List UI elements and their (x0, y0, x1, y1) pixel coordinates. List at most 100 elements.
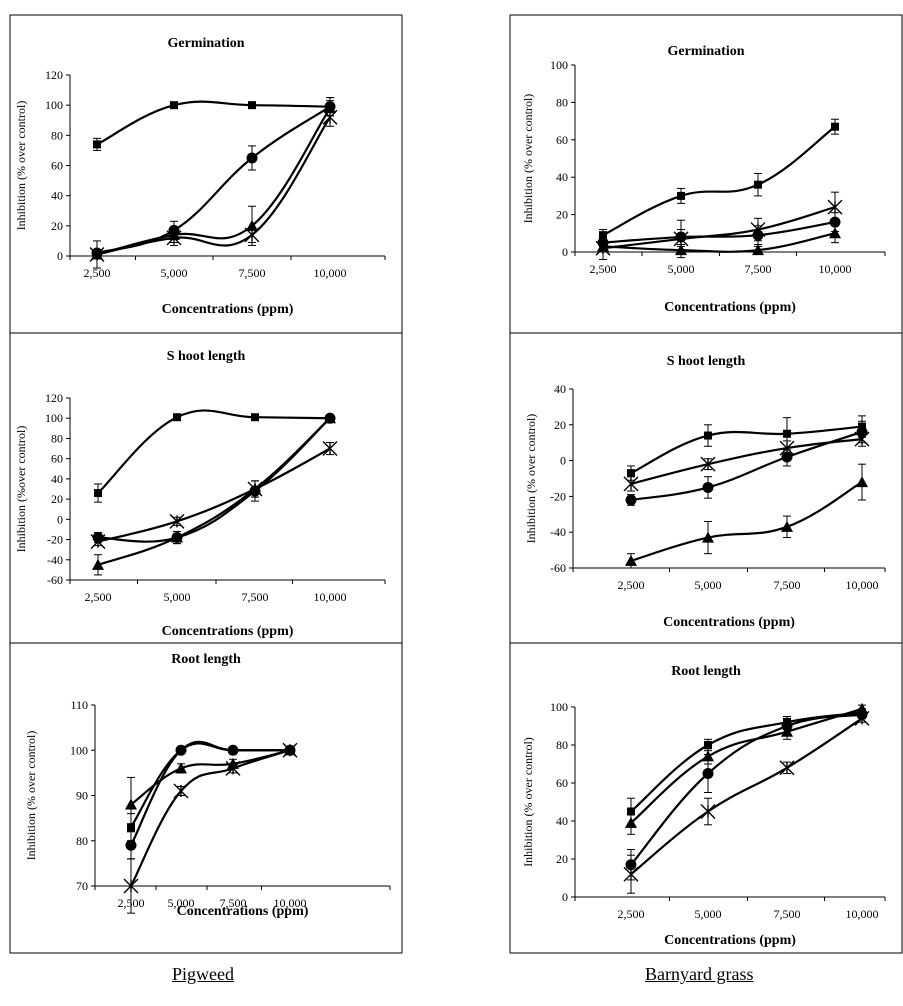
data-point-x (244, 227, 260, 243)
chart-panel-3: -60 -40 -20 0 20 40 60 80 100 120 2,500 5,000 7,500 1… (9, 332, 403, 644)
y-tick-label: 60 (51, 452, 63, 466)
y-tick-label: -40 (47, 553, 63, 567)
data-point-triangle (246, 219, 258, 231)
data-point-circle (702, 481, 714, 493)
data-point-square (170, 101, 178, 110)
panel-frame (509, 14, 903, 334)
data-point-circle (702, 768, 714, 779)
x-tick-label: 10,000 (819, 262, 852, 276)
y-tick-label: 100 (550, 700, 568, 714)
y-tick-label: 100 (70, 743, 88, 757)
data-point-x (700, 804, 716, 819)
x-tick-label: 2,500 (590, 262, 617, 276)
y-tick-label: 80 (556, 738, 568, 752)
data-point-triangle (702, 531, 714, 543)
data-point-square (783, 429, 791, 438)
series-line-x (630, 717, 863, 876)
x-tick-label: 2,500 (84, 266, 111, 280)
series-line-square (630, 425, 863, 475)
data-point-x (225, 760, 241, 776)
data-point-circle (125, 839, 137, 851)
data-point-triangle (175, 762, 187, 774)
panel-frame (9, 332, 403, 644)
data-point-square (599, 231, 607, 240)
data-point-x (779, 440, 795, 456)
data-point-x (322, 441, 338, 457)
data-point-triangle (125, 798, 137, 810)
data-point-square (704, 741, 712, 749)
x-tick-label: 7,500 (242, 590, 269, 604)
data-point-square (248, 101, 256, 110)
data-point-triangle (625, 816, 637, 828)
y-tick-label: 0 (562, 245, 568, 259)
data-point-circle (625, 494, 637, 506)
series-line-triangle (630, 481, 863, 562)
data-point-square (94, 489, 102, 498)
x-axis-title: Concentrations (ppm) (663, 615, 795, 630)
data-point-triangle (856, 476, 868, 488)
x-axis-title: Concentrations (ppm) (664, 300, 796, 315)
series-line-square (97, 409, 331, 494)
y-axis-title: Inhibition (% over control) (524, 414, 538, 544)
y-tick-label: 20 (556, 852, 568, 866)
series-x (623, 431, 870, 492)
data-point-triangle (829, 227, 841, 239)
x-tick-label: 5,000 (695, 578, 722, 592)
y-tick-label: 40 (556, 814, 568, 828)
x-axis-title: Concentrations (ppm) (162, 624, 294, 639)
pigweed-label: Pigweed (172, 964, 234, 984)
x-tick-label: 10,000 (846, 578, 879, 592)
series-line-circle (630, 713, 863, 866)
y-axis-title: Inhibition (% over control) (14, 101, 28, 231)
x-tick-label: 10,000 (314, 590, 347, 604)
series-x (595, 191, 843, 260)
y-tick-label: 60 (556, 133, 568, 147)
x-tick-label: 10,000 (274, 896, 307, 910)
data-point-x (169, 513, 185, 529)
y-tick-label: 80 (51, 128, 63, 142)
data-point-x (247, 481, 263, 497)
chart-title: Root length (171, 652, 241, 667)
series-line-x (97, 447, 331, 543)
y-tick-label: 40 (51, 189, 63, 203)
panel-frame (9, 642, 403, 954)
y-tick-label: 100 (45, 411, 63, 425)
panel-frame (9, 14, 403, 334)
chart-title: Root length (671, 664, 741, 679)
y-tick-label: 60 (51, 159, 63, 173)
y-tick-label: 40 (51, 472, 63, 486)
series-line-circle (602, 220, 836, 244)
x-tick-label: 5,000 (161, 266, 188, 280)
data-point-x (595, 240, 611, 256)
series-triangle (625, 463, 868, 569)
y-tick-label: 100 (45, 98, 63, 112)
data-point-x (322, 109, 338, 125)
chart-title: Germination (168, 36, 245, 51)
data-point-triangle (781, 725, 793, 737)
data-point-square (754, 180, 762, 189)
data-point-circle (175, 744, 187, 756)
y-tick-label: 80 (556, 95, 568, 109)
data-point-triangle (171, 531, 183, 543)
series-line-circle (130, 740, 290, 846)
series-line-triangle (602, 232, 836, 253)
y-tick-label: 40 (554, 382, 566, 396)
y-tick-label: 70 (76, 879, 88, 893)
x-tick-label: 7,500 (774, 907, 801, 921)
chart-panel-4: -60 -40 -20 0 20 40 2,500 5,000 7,500 10,000 S hoo… (509, 332, 903, 644)
series-line-x (96, 116, 331, 256)
data-point-square (173, 413, 181, 422)
y-tick-label: 20 (554, 418, 566, 432)
chart-panel-6: 0 20 40 60 80 100 2,500 5,000 7,500 10,000 Root le… (509, 642, 903, 954)
series-line-x (130, 749, 291, 887)
data-point-x (779, 760, 795, 776)
series-triangle (625, 702, 868, 835)
y-tick-label: 0 (562, 890, 568, 904)
x-tick-label: 5,000 (164, 590, 191, 604)
data-point-square (831, 122, 839, 131)
y-tick-label: -20 (47, 533, 63, 547)
data-point-triangle (92, 558, 104, 570)
y-tick-label: 120 (45, 391, 63, 405)
data-point-x (173, 783, 189, 799)
